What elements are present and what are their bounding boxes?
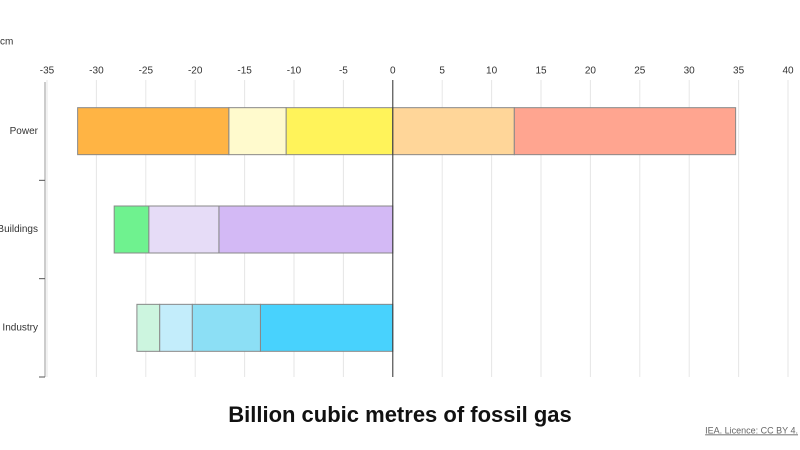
y-tick-label: Industry (2, 322, 38, 333)
bar-segment (136, 303, 161, 352)
x-tick-label: 10 (486, 66, 498, 77)
x-tick-label: -15 (237, 66, 252, 77)
bar-segment (113, 205, 150, 254)
x-tick-label: 15 (535, 66, 547, 77)
bar-segment (513, 107, 737, 156)
x-tick-label: -10 (287, 66, 302, 77)
axis-title: Billion cubic metres of fossil gas (228, 402, 572, 427)
x-tick-label: 0 (390, 66, 396, 77)
x-tick-label: -5 (339, 66, 348, 77)
y-tick-label: Buildings (0, 224, 38, 235)
x-tick-label: 30 (684, 66, 696, 77)
x-tick-label: -25 (139, 66, 154, 77)
x-tick-label: 25 (634, 66, 646, 77)
bar-segment (218, 205, 394, 254)
unit-label: cm (0, 37, 13, 48)
x-tick-label: 5 (439, 66, 445, 77)
bar-segment (191, 303, 261, 352)
bar-segment (148, 205, 220, 254)
bar-segment (285, 107, 394, 156)
y-tick-label: Power (10, 126, 39, 137)
x-tick-label: -35 (40, 66, 55, 77)
bar-segment (228, 107, 287, 156)
x-tick-label: 35 (733, 66, 745, 77)
x-tick-label: -30 (89, 66, 104, 77)
source-link[interactable]: IEA. Licence: CC BY 4. (705, 425, 798, 435)
x-tick-label: -20 (188, 66, 203, 77)
x-tick-label: 20 (585, 66, 597, 77)
bar-segment (392, 107, 515, 156)
bar-segment (77, 107, 230, 156)
bar-segment (259, 303, 394, 352)
bar-segment (159, 303, 193, 352)
x-tick-label: 40 (782, 66, 794, 77)
